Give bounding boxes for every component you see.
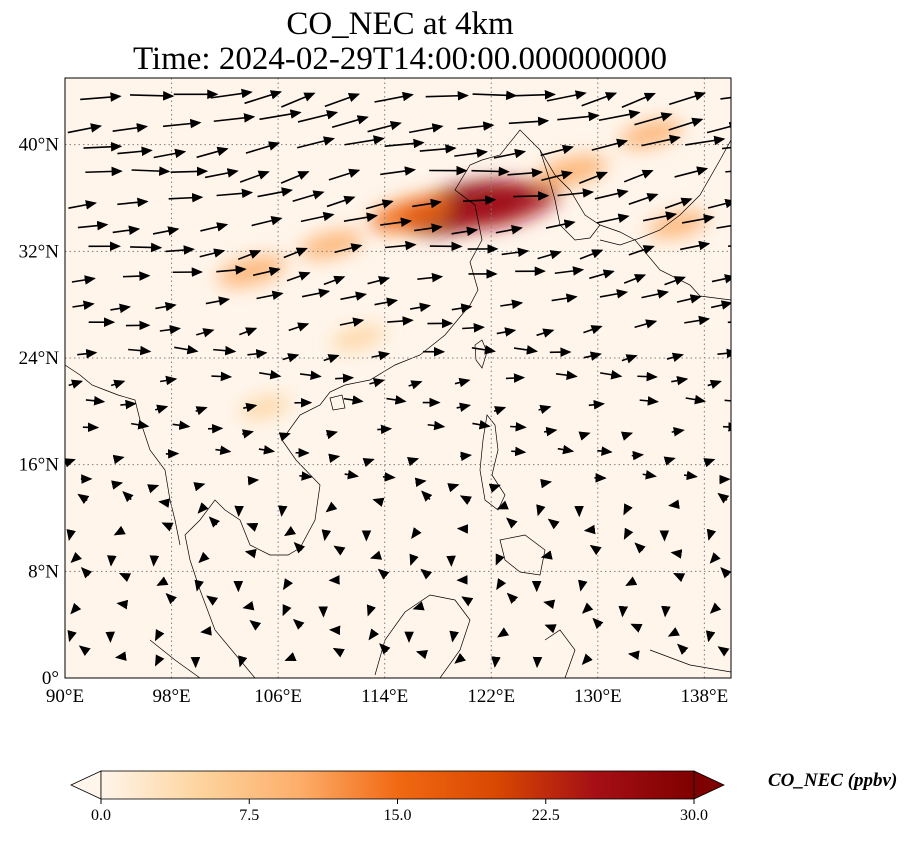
wind-arrow xyxy=(197,587,198,590)
wind-arrow xyxy=(123,276,149,277)
colorbar-label: CO_NEC (ppbv) xyxy=(768,770,897,792)
colorbar-extend-low xyxy=(71,771,101,799)
wind-arrow xyxy=(208,428,222,429)
wind-arrow xyxy=(637,376,656,377)
lon-tick-label: 130°E xyxy=(574,686,622,707)
wind-arrow xyxy=(511,451,524,452)
wind-arrow xyxy=(240,663,241,666)
wind-arrow xyxy=(417,481,425,482)
colorbar-tick-label: 0.0 xyxy=(91,807,111,824)
wind-arrow xyxy=(728,244,759,246)
lon-tick-label: 106°E xyxy=(254,686,302,707)
wind-arrow xyxy=(335,378,352,379)
wind-arrow xyxy=(211,376,230,377)
colorbar-tick-label: 15.0 xyxy=(384,807,412,824)
wind-arrow xyxy=(510,427,525,428)
colorbar-tick-label: 30.0 xyxy=(680,807,708,824)
lat-tick-label: 24°N xyxy=(19,348,60,369)
wind-arrow xyxy=(130,95,173,96)
wind-arrow xyxy=(411,561,412,564)
wind-arrow xyxy=(709,638,710,641)
wind-arrow xyxy=(70,638,71,641)
wind-arrow xyxy=(117,656,124,657)
wind-arrow xyxy=(471,171,508,172)
lon-tick-label: 138°E xyxy=(681,686,729,707)
lat-tick-label: 32°N xyxy=(19,241,60,262)
colorbar-gradient xyxy=(101,771,694,799)
wind-arrow xyxy=(538,511,539,515)
wind-arrow xyxy=(709,536,710,539)
wind-arrow xyxy=(171,171,207,172)
wind-arrow xyxy=(632,455,643,456)
map-panel xyxy=(65,78,731,678)
wind-arrow xyxy=(130,247,161,248)
wind-arrow xyxy=(585,530,592,531)
wind-arrow xyxy=(728,321,753,323)
lat-tick-label: 8°N xyxy=(28,561,59,582)
colorbar: 0.0 7.5 15.0 22.5 30.0 xyxy=(71,771,724,824)
wind-arrow xyxy=(383,477,394,478)
colorbar-tick-label: 22.5 xyxy=(532,807,560,824)
lat-tick-label: 40°N xyxy=(19,135,60,156)
wind-arrow xyxy=(69,537,70,540)
wind-arrow xyxy=(581,587,582,590)
wind-arrow xyxy=(672,553,680,554)
colorbar-extend-high xyxy=(694,771,724,799)
lon-tick-label: 114°E xyxy=(361,686,408,707)
wind-arrow xyxy=(723,427,738,428)
wind-arrow xyxy=(202,631,209,632)
wind-arrow xyxy=(670,505,678,506)
wind-arrow xyxy=(85,171,121,172)
lon-tick-label: 90°E xyxy=(46,686,84,707)
wind-arrow xyxy=(629,654,637,655)
lon-tick-label: 98°E xyxy=(152,686,190,707)
colorbar-tick-label: 7.5 xyxy=(239,807,259,824)
wind-arrow xyxy=(249,480,258,481)
wind-arrow xyxy=(506,378,524,379)
lon-tick-label: 122°E xyxy=(467,686,515,707)
lat-tick-label: 0° xyxy=(42,668,59,689)
lat-tick-label: 16°N xyxy=(19,455,60,476)
wind-arrow xyxy=(118,603,126,604)
wind-arrow xyxy=(377,429,390,430)
wind-arrow xyxy=(513,196,547,197)
wind-arrow xyxy=(368,612,369,615)
